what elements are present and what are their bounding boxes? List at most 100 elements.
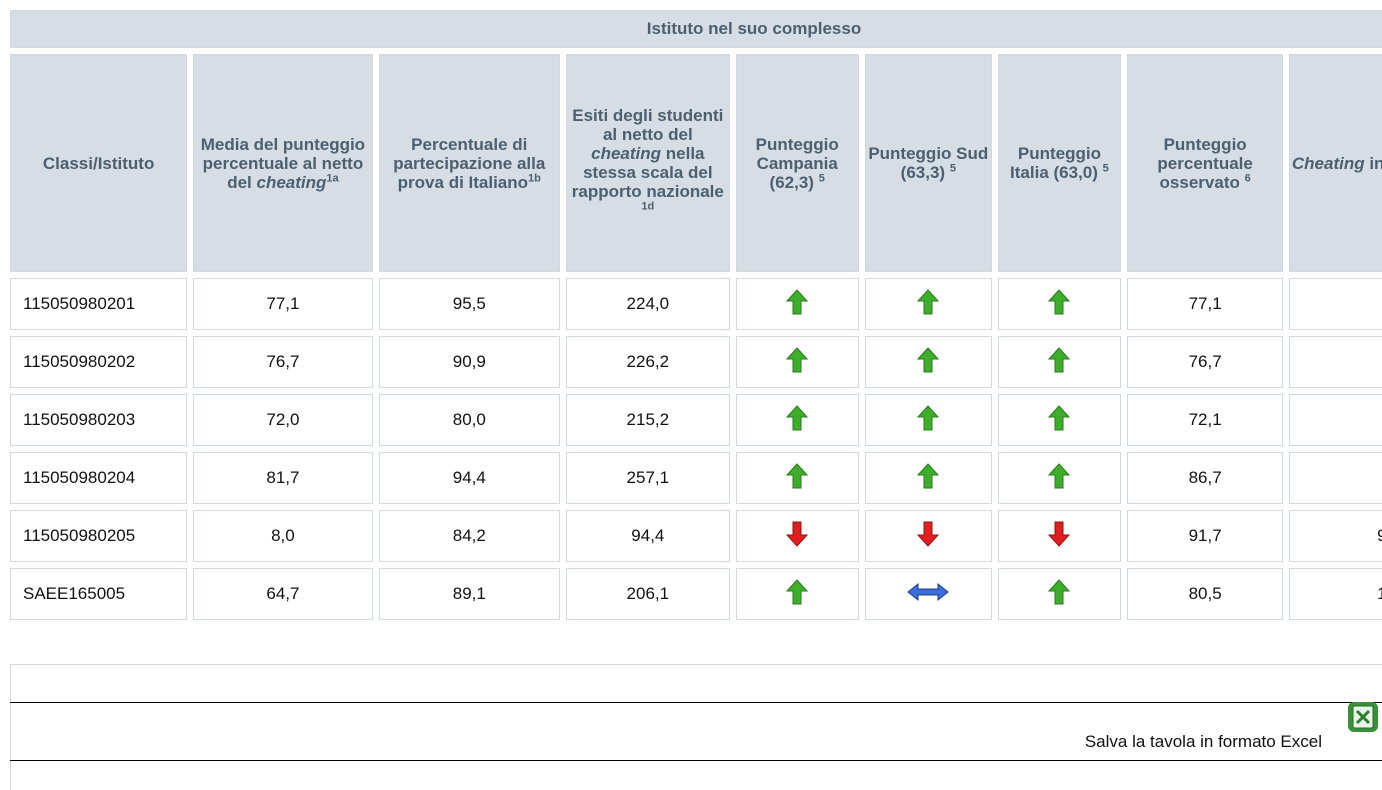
cell: 215,2 bbox=[565, 394, 730, 446]
cell: 91,3 bbox=[1289, 510, 1382, 562]
trend-down-arrow bbox=[786, 521, 809, 547]
trend-up-arrow bbox=[917, 288, 940, 314]
trend-up-arrow bbox=[917, 404, 940, 430]
header-text: Esiti degli studenti al netto del bbox=[572, 106, 724, 144]
row-label: 115050980204 bbox=[10, 452, 188, 504]
arrow-shape bbox=[907, 582, 950, 601]
cell bbox=[864, 452, 992, 504]
cell: 257,1 bbox=[565, 452, 730, 504]
trend-up-arrow bbox=[1048, 346, 1071, 372]
cell: 86,7 bbox=[1126, 452, 1284, 504]
arrow-shape bbox=[917, 346, 940, 372]
trend-up-arrow bbox=[917, 346, 940, 372]
cell bbox=[864, 278, 992, 330]
arrow-shape bbox=[917, 288, 940, 314]
trend-down-arrow bbox=[917, 521, 940, 547]
arrow-shape bbox=[917, 404, 940, 430]
header-text: cheating bbox=[591, 144, 662, 163]
arrow-shape bbox=[1048, 404, 1071, 430]
row-label: 115050980201 bbox=[10, 278, 188, 330]
results-table: Istituto nel suo complesso Classi/Istitu… bbox=[4, 4, 1382, 626]
cell: 8,0 bbox=[193, 510, 373, 562]
header-text: Percentuale di partecipazione alla prova… bbox=[393, 134, 546, 192]
header-text: Cheating bbox=[1291, 153, 1365, 173]
cell: 90,9 bbox=[378, 336, 560, 388]
header-text: 6 bbox=[1244, 171, 1251, 184]
trend-down-arrow bbox=[1048, 521, 1071, 547]
cell: 94,4 bbox=[565, 510, 730, 562]
column-header: Media del punteggio percentuale al netto… bbox=[193, 54, 373, 272]
cell: 91,7 bbox=[1126, 510, 1284, 562]
cell: 95,5 bbox=[378, 278, 560, 330]
cell: 206,1 bbox=[565, 568, 730, 620]
trend-up-arrow bbox=[786, 288, 809, 314]
arrow-shape bbox=[1048, 288, 1071, 314]
cell bbox=[997, 568, 1121, 620]
cell bbox=[735, 452, 859, 504]
column-header: Punteggio Italia (63,0) 5 bbox=[997, 54, 1121, 272]
trend-up-arrow bbox=[786, 578, 809, 604]
cell: 94,4 bbox=[378, 452, 560, 504]
cell: 0,0 bbox=[1289, 336, 1382, 388]
cell bbox=[735, 568, 859, 620]
header-text: 5 bbox=[1102, 162, 1109, 175]
cell bbox=[864, 568, 992, 620]
header-text: 1a bbox=[326, 171, 339, 184]
excel-icon[interactable] bbox=[1346, 700, 1380, 734]
header-text: 1b bbox=[528, 171, 541, 184]
arrow-shape bbox=[786, 288, 809, 314]
trend-up-arrow bbox=[1048, 288, 1071, 314]
cell bbox=[864, 336, 992, 388]
cell: 0,0 bbox=[1289, 278, 1382, 330]
table-title: Istituto nel suo complesso bbox=[10, 10, 1382, 48]
cell: 224,0 bbox=[565, 278, 730, 330]
arrow-shape bbox=[1048, 521, 1071, 547]
column-header: Classi/Istituto bbox=[10, 54, 188, 272]
trend-up-arrow bbox=[786, 404, 809, 430]
header-text: Classi/Istituto bbox=[42, 153, 155, 173]
header-text: Punteggio Campania (62,3) bbox=[755, 134, 839, 192]
cell: 77,1 bbox=[1126, 278, 1284, 330]
arrow-shape bbox=[786, 404, 809, 430]
row-label: SAEE165005 bbox=[10, 568, 188, 620]
cell: 72,1 bbox=[1126, 394, 1284, 446]
cell: 0,1 bbox=[1289, 394, 1382, 446]
cell: 77,1 bbox=[193, 278, 373, 330]
cell: 89,1 bbox=[378, 568, 560, 620]
header-text: nella stessa scala del rapporto nazional… bbox=[571, 144, 724, 201]
arrow-shape bbox=[786, 521, 809, 547]
row-label: 115050980203 bbox=[10, 394, 188, 446]
cell: 17,3 bbox=[1289, 568, 1382, 620]
column-header: Punteggio Campania (62,3) 5 bbox=[735, 54, 859, 272]
header-text: 5 bbox=[949, 162, 956, 175]
header-text: Punteggio Sud (63,3) bbox=[868, 144, 989, 182]
header-text: 5 bbox=[818, 171, 825, 184]
cell: 226,2 bbox=[565, 336, 730, 388]
cell bbox=[735, 510, 859, 562]
header-text: Media del punteggio percentuale al netto… bbox=[200, 134, 366, 192]
cell: 84,2 bbox=[378, 510, 560, 562]
trend-up-arrow bbox=[786, 462, 809, 488]
cell: 76,7 bbox=[193, 336, 373, 388]
cell bbox=[735, 394, 859, 446]
excel-link[interactable]: Salva la tavola in formato Excel bbox=[1084, 732, 1322, 751]
column-header: Esiti degli studenti al netto del cheati… bbox=[565, 54, 730, 272]
trend-up-arrow bbox=[1048, 404, 1071, 430]
rule bbox=[10, 702, 1382, 703]
column-header: Cheating in percentuale 7 bbox=[1289, 54, 1382, 272]
arrow-shape bbox=[786, 578, 809, 604]
cell bbox=[735, 278, 859, 330]
column-header: Percentuale di partecipazione alla prova… bbox=[378, 54, 560, 272]
cell bbox=[864, 394, 992, 446]
arrow-shape bbox=[1048, 578, 1071, 604]
header-text: Punteggio Italia (63,0) bbox=[1010, 144, 1103, 182]
arrow-shape bbox=[786, 346, 809, 372]
cell: 5,7 bbox=[1289, 452, 1382, 504]
cell bbox=[864, 510, 992, 562]
column-header: Punteggio Sud (63,3) 5 bbox=[864, 54, 992, 272]
header-text: in percentuale bbox=[1369, 153, 1382, 173]
